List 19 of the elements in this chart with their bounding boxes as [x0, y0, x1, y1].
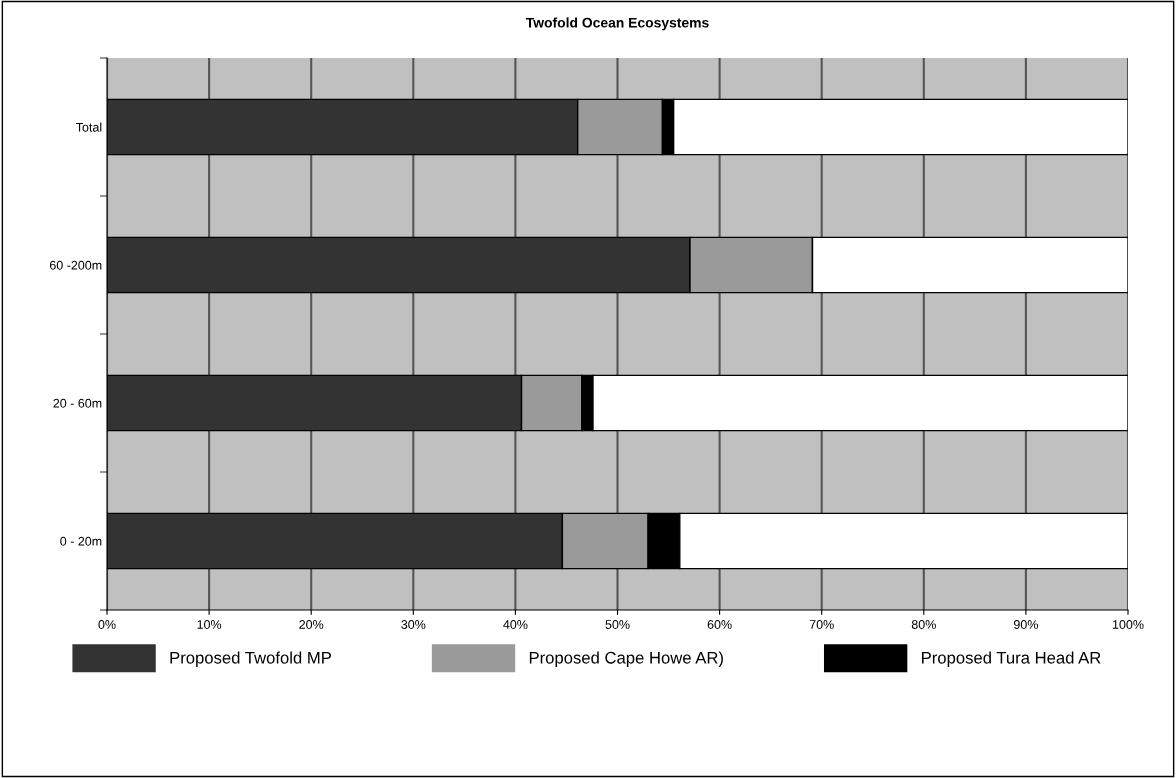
y-tick-label: 20 - 60m [53, 398, 102, 408]
x-tick-label: 60% [707, 620, 732, 629]
x-tick-label: 50% [605, 620, 630, 629]
x-tick-label: 40% [503, 620, 528, 629]
x-tick-label: 20% [299, 620, 324, 629]
x-tick-label: 10% [197, 620, 222, 629]
x-tick-label: 80% [911, 620, 936, 629]
x-tick-label: 90% [1013, 620, 1038, 629]
x-tick-label: 0% [98, 620, 116, 629]
legend-label: Proposed Cape Howe AR) [529, 651, 723, 667]
x-tick-label: 70% [809, 620, 834, 629]
legend-label: Proposed Twofold MP [170, 651, 331, 667]
legend-label: Proposed Tura Head AR [922, 651, 1101, 667]
x-tick-label: 100% [1112, 620, 1144, 629]
y-tick-label: 60 -200m [49, 260, 102, 270]
y-tick-label: Total [76, 122, 102, 132]
chart-title: Twofold Ocean Ecosystems [525, 17, 709, 31]
x-tick-label: 30% [401, 620, 426, 629]
y-tick-label: 0 - 20m [60, 536, 102, 546]
